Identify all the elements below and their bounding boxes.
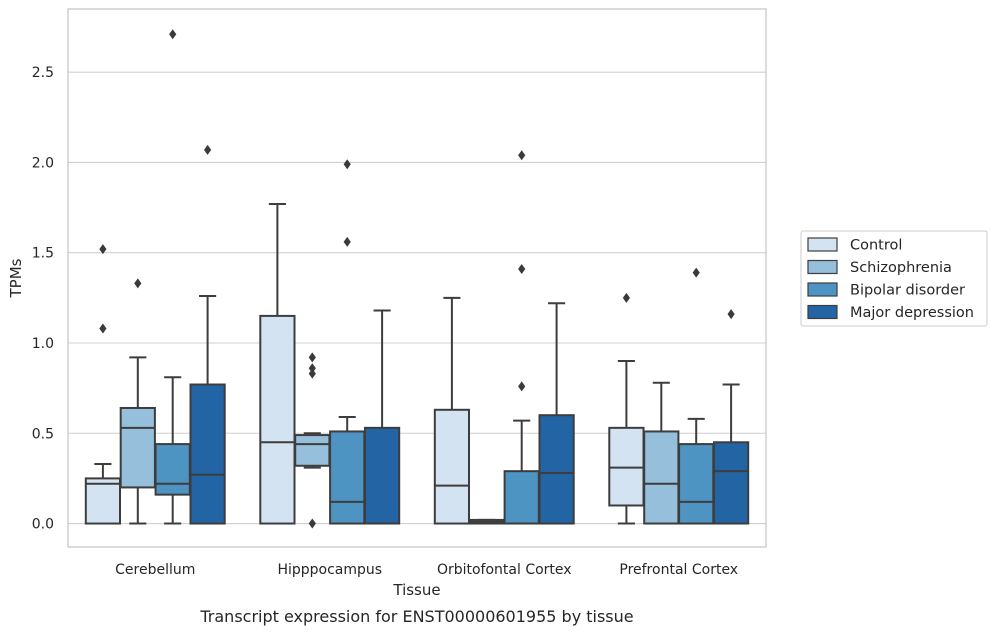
box-body (154, 443, 191, 496)
box-body (503, 470, 540, 525)
legend-swatch-1 (807, 259, 838, 275)
legend-label-3: Major depression (850, 305, 974, 321)
box-body (678, 443, 715, 525)
x-tick-label-0: Cerebellum (115, 562, 195, 578)
box-0-1 (119, 278, 156, 525)
plot-frame (67, 8, 767, 548)
outlier-0 (622, 292, 630, 303)
box-3-1 (643, 381, 680, 525)
box-body (189, 383, 226, 525)
box-body (259, 314, 296, 525)
box-body (84, 477, 122, 525)
y-tick-label-4: 2.0 (32, 155, 54, 171)
figure-caption: Transcript expression for ENST0000060195… (199, 607, 633, 626)
box-0-3 (189, 144, 226, 525)
box-3-2 (678, 267, 715, 525)
boxes (84, 29, 750, 529)
outlier-2 (308, 363, 316, 374)
box-body (433, 408, 471, 525)
outlier-0 (169, 29, 177, 40)
x-tick-label-3: Prefrontal Cortex (619, 562, 738, 578)
y-tick-label-2: 1.0 (32, 336, 54, 352)
x-tick-label-2: Orbitofontal Cortex (437, 562, 572, 578)
box-body (294, 434, 331, 467)
outlier-1 (99, 244, 107, 255)
box-body (712, 441, 750, 525)
box-3-0 (608, 292, 645, 525)
legend: Control Schizophrenia Bipolar disorder Majo… (800, 230, 988, 327)
outlier-1 (308, 368, 316, 379)
box-1-3 (363, 309, 401, 525)
outlier-0 (99, 323, 107, 334)
legend-frame (800, 230, 988, 327)
box-0-0 (84, 244, 122, 525)
outlier-0 (204, 144, 212, 155)
outlier-1 (518, 263, 526, 274)
box-0-2 (154, 29, 191, 525)
box-1-1 (294, 352, 331, 529)
legend-label-1: Schizophrenia (850, 260, 952, 276)
box-1-0 (259, 202, 296, 525)
box-body (363, 426, 401, 525)
legend-swatch-0 (807, 237, 838, 252)
legend-swatch-2 (807, 282, 838, 297)
box-1-2 (329, 159, 366, 525)
legend-label-0: Control (850, 238, 902, 254)
outlier-1 (343, 159, 351, 170)
box-2-2 (503, 150, 540, 525)
legend-swatch-3 (807, 304, 838, 320)
y-tick-label-3: 1.5 (32, 246, 54, 262)
box-2-1 (468, 518, 505, 525)
y-tick-labels: 0.0 0.5 1.0 1.5 2.0 2.5 (32, 65, 54, 532)
box-body (329, 430, 366, 525)
box-body (119, 406, 156, 489)
outlier-0 (692, 267, 700, 278)
x-tick-labels: Cerebellum Hipppocampus Orbitofontal Corte… (115, 562, 738, 578)
outlier-0 (134, 278, 142, 289)
outlier-3 (308, 352, 316, 363)
y-tick-label-0: 0.0 (32, 517, 54, 533)
outlier-0 (727, 309, 735, 320)
box-body (643, 430, 680, 525)
y-axis-title: TPMs (7, 258, 25, 298)
box-2-0 (433, 296, 471, 525)
outlier-2 (518, 150, 526, 161)
x-tick-label-1: Hipppocampus (277, 562, 382, 578)
y-tick-label-1: 0.5 (32, 426, 54, 442)
box-body (538, 414, 575, 525)
legend-label-2: Bipolar disorder (850, 283, 965, 299)
outlier-0 (308, 518, 316, 529)
box-2-3 (538, 302, 575, 525)
x-axis-title: Tissue (392, 581, 440, 599)
outlier-0 (343, 236, 351, 247)
box-3-3 (712, 309, 750, 525)
y-tick-label-5: 2.5 (32, 65, 54, 81)
outlier-0 (518, 381, 526, 392)
